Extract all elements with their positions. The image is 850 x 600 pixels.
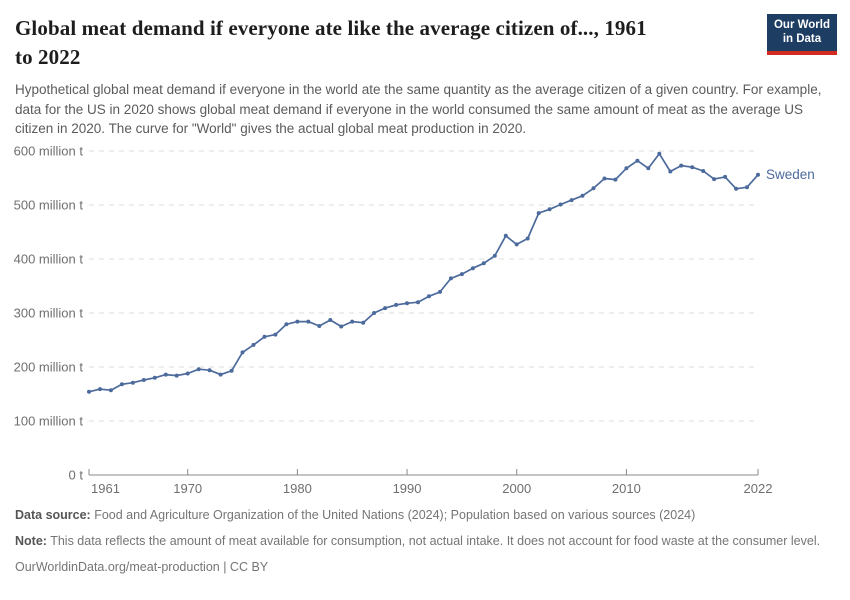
data-point[interactable] <box>657 151 662 156</box>
y-tick-label: 600 million t <box>14 144 84 159</box>
data-point[interactable] <box>152 375 157 380</box>
y-tick-label: 200 million t <box>14 360 84 375</box>
data-point[interactable] <box>613 177 618 182</box>
x-tick-label: 1970 <box>173 481 202 496</box>
data-point[interactable] <box>306 319 311 324</box>
data-point[interactable] <box>646 166 651 171</box>
data-point[interactable] <box>723 174 728 179</box>
data-point[interactable] <box>130 380 135 385</box>
y-tick-label: 100 million t <box>14 414 84 429</box>
data-point[interactable] <box>668 169 673 174</box>
data-point[interactable] <box>712 177 717 182</box>
data-point[interactable] <box>405 301 409 306</box>
data-point[interactable] <box>569 198 574 203</box>
data-point[interactable] <box>624 166 629 171</box>
series-end-label[interactable]: Sweden <box>766 167 815 182</box>
note-line: Note: This data reflects the amount of m… <box>15 532 837 551</box>
x-tick-label: 2010 <box>612 481 641 496</box>
data-point[interactable] <box>427 294 431 299</box>
x-tick-label: 1990 <box>393 481 422 496</box>
series-line <box>88 152 759 393</box>
data-point[interactable] <box>295 319 300 324</box>
x-tick-label: 2022 <box>744 481 773 496</box>
data-point[interactable] <box>196 367 201 372</box>
data-point[interactable] <box>602 176 607 181</box>
chart-header: Global meat demand if everyone ate like … <box>15 14 837 139</box>
chart-title: Global meat demand if everyone ate like … <box>15 16 647 69</box>
line-chart[interactable]: 0 t 100 million t 200 million t 300 million… <box>0 140 850 500</box>
data-point[interactable] <box>416 300 420 305</box>
data-point[interactable] <box>394 302 399 307</box>
data-point[interactable] <box>470 266 475 271</box>
data-point[interactable] <box>273 332 278 337</box>
note-label: Note: <box>15 533 47 548</box>
data-point[interactable] <box>98 387 102 392</box>
data-source-line: Data source: Food and Agriculture Organi… <box>15 506 837 525</box>
citation-line: OurWorldinData.org/meat-production | CC … <box>15 559 269 574</box>
data-point[interactable] <box>284 322 289 327</box>
data-point[interactable] <box>701 169 706 173</box>
data-point[interactable] <box>591 186 596 191</box>
data-point[interactable] <box>119 382 124 387</box>
data-point[interactable] <box>108 388 113 393</box>
data-source-label: Data source: <box>15 508 91 522</box>
data-point[interactable] <box>218 372 223 377</box>
data-point[interactable] <box>679 163 684 168</box>
data-point[interactable] <box>558 202 563 207</box>
y-tick-label: 500 million t <box>14 198 84 213</box>
y-tick-label: 300 million t <box>14 306 84 321</box>
data-point[interactable] <box>536 211 541 216</box>
x-tick-label: 1980 <box>283 481 312 496</box>
data-point[interactable] <box>174 373 179 378</box>
data-point[interactable] <box>262 334 267 339</box>
owid-logo-line1: Our World <box>773 19 830 31</box>
data-point[interactable] <box>207 368 212 373</box>
data-source-text: Food and Agriculture Organization of the… <box>90 508 696 522</box>
y-tick-label: 400 million t <box>14 252 84 267</box>
data-point[interactable] <box>372 311 377 315</box>
data-point[interactable] <box>580 193 585 198</box>
data-point[interactable] <box>492 253 497 258</box>
data-point[interactable] <box>229 368 234 373</box>
chart-subtitle: Hypothetical global meat demand if every… <box>15 82 822 137</box>
data-point[interactable] <box>87 389 91 394</box>
data-point[interactable] <box>383 306 388 311</box>
y-tick-label: 0 t <box>69 468 84 483</box>
data-point[interactable] <box>141 378 146 382</box>
x-tick-label: 1961 <box>91 481 120 496</box>
data-point[interactable] <box>438 289 442 294</box>
data-point[interactable] <box>756 172 760 177</box>
data-point[interactable] <box>547 207 552 212</box>
data-point[interactable] <box>481 261 486 266</box>
data-point[interactable] <box>317 324 322 328</box>
data-point[interactable] <box>635 158 640 163</box>
owid-logo-line2: in Data <box>782 32 822 45</box>
data-point[interactable] <box>361 320 366 325</box>
data-point[interactable] <box>185 371 190 376</box>
chart-footer: Data source: Food and Agriculture Organi… <box>15 506 837 583</box>
data-point[interactable] <box>448 276 453 281</box>
x-tick-label: 2000 <box>502 481 531 496</box>
data-point[interactable] <box>745 185 749 190</box>
data-point[interactable] <box>240 350 245 355</box>
data-point[interactable] <box>690 165 695 170</box>
data-point[interactable] <box>328 318 333 322</box>
data-point[interactable] <box>339 324 344 329</box>
data-point[interactable] <box>514 242 519 247</box>
owid-logo: Our World in Data <box>766 14 837 55</box>
data-point[interactable] <box>350 319 355 324</box>
data-point[interactable] <box>503 233 508 238</box>
data-point[interactable] <box>251 342 256 347</box>
note-text: This data reflects the amount of meat av… <box>46 533 821 548</box>
data-point[interactable] <box>734 186 739 191</box>
data-point[interactable] <box>459 272 464 277</box>
data-point[interactable] <box>525 236 530 241</box>
data-point[interactable] <box>163 372 168 377</box>
